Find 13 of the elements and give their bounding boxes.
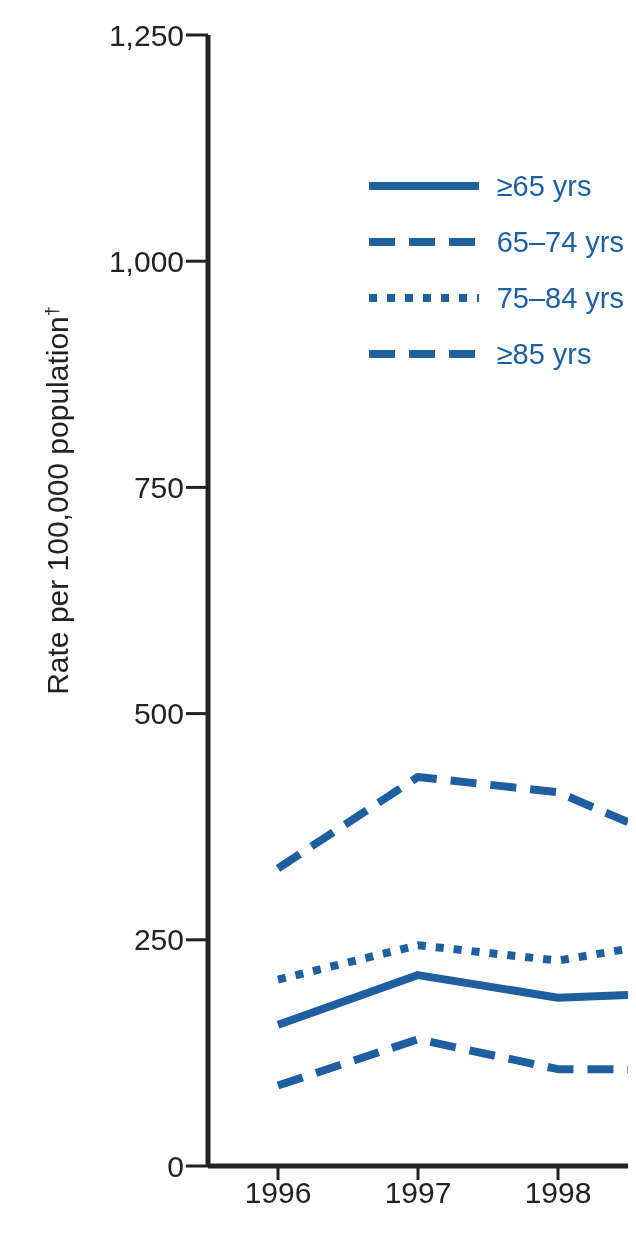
y-tick-label: 250 xyxy=(133,923,184,957)
legend-label: ≥85 yrs xyxy=(496,337,592,371)
y-tick-label: 0 xyxy=(167,1149,184,1183)
y-tick-label: 1,250 xyxy=(108,18,184,52)
x-tick-label: 1997 xyxy=(384,1176,452,1210)
legend-label: ≥65 yrs xyxy=(496,169,592,203)
legend-label: 75–84 yrs xyxy=(496,281,624,315)
legend-label: 65–74 yrs xyxy=(496,225,624,259)
y-tick-label: 500 xyxy=(133,697,184,731)
y-tick-label: 1,000 xyxy=(108,244,184,278)
y-tick-label: 750 xyxy=(133,471,184,505)
x-tick-label: 1996 xyxy=(244,1176,312,1210)
x-tick-label: 1998 xyxy=(524,1176,592,1210)
